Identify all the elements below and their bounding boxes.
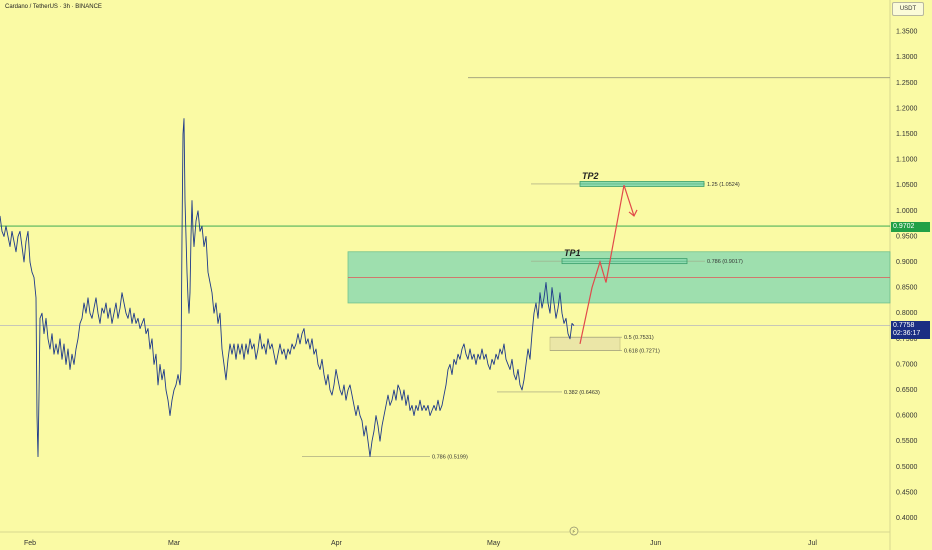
x-tick-label: Jul — [808, 540, 817, 547]
fib-level-label: 0.786 (0.9017) — [707, 259, 743, 265]
y-tick-label: 1.0500 — [896, 182, 918, 189]
y-tick-label: 0.9500 — [896, 233, 918, 240]
fib-level-label: 0.786 (0.5199) — [432, 455, 468, 461]
x-tick-label: Feb — [24, 540, 36, 547]
fib-level-label: 0.382 (0.6463) — [564, 390, 600, 396]
y-tick-label: 0.8000 — [896, 310, 918, 317]
last-price: 0.7758 — [893, 322, 915, 329]
last-price-badge: 0.7758 02:36:17 — [891, 321, 930, 339]
x-tick-label: May — [487, 540, 501, 547]
projection-path — [579, 185, 635, 345]
zone-box — [549, 336, 621, 351]
y-tick-label: 1.0000 — [896, 208, 918, 215]
y-tick-label: 0.5000 — [896, 464, 918, 471]
lightning-glyph: ⚡ — [572, 529, 576, 536]
x-tick-label: Jun — [650, 540, 661, 547]
y-tick-label: 0.9000 — [896, 259, 918, 266]
fib-level-label: 1.25 (1.0524) — [707, 182, 740, 188]
y-tick-label: 0.6000 — [896, 413, 918, 420]
y-tick-label: 0.4500 — [896, 489, 918, 496]
y-tick-label: 0.8500 — [896, 285, 918, 292]
y-tick-label: 0.4000 — [896, 515, 918, 522]
price-series-line — [0, 118, 575, 458]
target-label: TP1 — [564, 248, 581, 258]
y-tick-label: 1.1500 — [896, 131, 918, 138]
fib-level-label: 0.618 (0.7271) — [624, 349, 660, 355]
chart-title: Cardano / TetherUS · 3h · BINANCE — [5, 4, 102, 10]
currency-selector[interactable]: USDT — [892, 2, 924, 16]
projection-arrowhead — [628, 209, 638, 217]
y-tick-label: 0.7000 — [896, 361, 918, 368]
target-label: TP2 — [582, 171, 599, 181]
y-tick-label: 1.2500 — [896, 80, 918, 87]
y-tick-label: 1.3500 — [896, 29, 918, 36]
y-tick-label: 1.2000 — [896, 105, 918, 112]
y-tick-label: 1.1000 — [896, 157, 918, 164]
x-tick-label: Mar — [168, 540, 181, 547]
y-tick-label: 1.3000 — [896, 54, 918, 61]
lightning-icon — [569, 526, 579, 536]
fib-level-label: 0.5 (0.7531) — [624, 335, 654, 341]
level-price-badge: 0.9702 — [891, 222, 930, 232]
y-tick-label: 0.6500 — [896, 387, 918, 394]
y-tick-label: 0.7500 — [896, 336, 918, 343]
y-tick-label: 0.5500 — [896, 438, 918, 445]
bar-countdown: 02:36:17 — [893, 330, 921, 337]
x-tick-label: Apr — [331, 540, 343, 547]
